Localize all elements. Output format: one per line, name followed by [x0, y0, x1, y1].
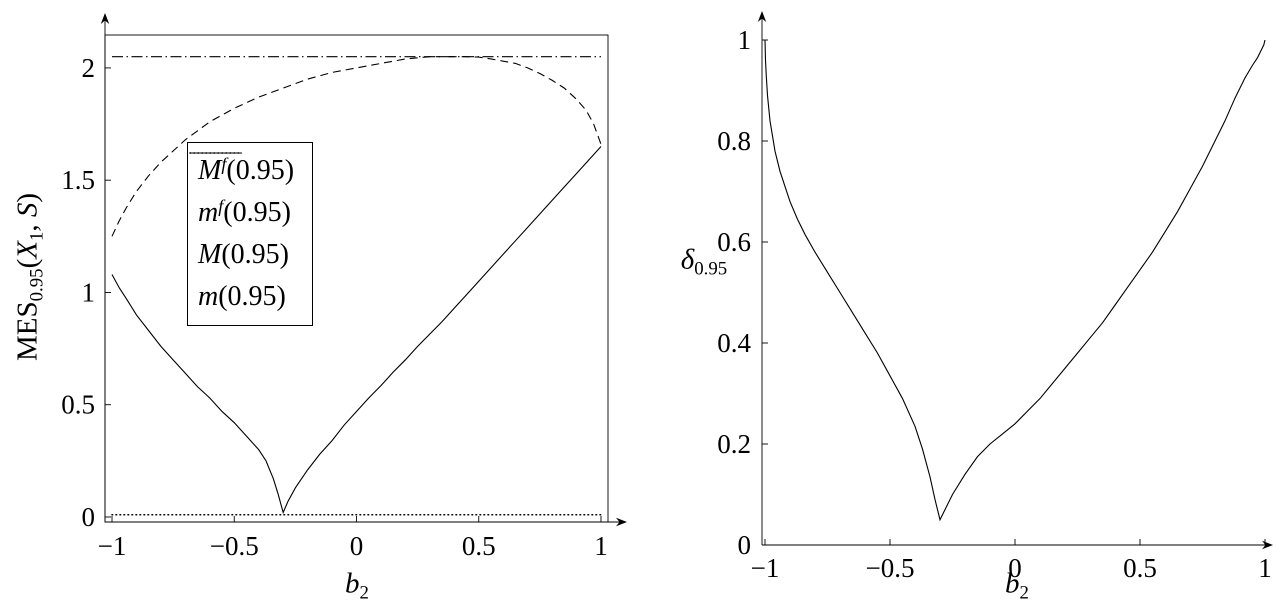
- x-tick-label: 0: [1008, 553, 1022, 583]
- legend-label: M(0.95): [198, 239, 289, 270]
- y-tick-label: 0: [738, 530, 752, 560]
- left-figure: −1 −0.5 0 0.5 1 0 0.5 1 1.5 2 MES0.95(X1, S) b2 M…: [11, 13, 627, 604]
- y-tick-label: 1: [738, 25, 752, 55]
- legend-line-sample: [189, 152, 243, 154]
- right-x-axis-label: b2: [1005, 567, 1029, 604]
- left-plot-canvas: −1 −0.5 0 0.5 1 0 0.5 1 1.5 2: [61, 13, 627, 561]
- x-tick-label: 0.5: [1123, 553, 1157, 583]
- legend-label: mf(0.95): [198, 196, 291, 229]
- tick-labels: −1 −0.5 0 0.5 1 0 0.5 1 1.5 2: [61, 53, 608, 561]
- series-group: [111, 56, 602, 516]
- y-tick-label: 0.6: [717, 227, 751, 257]
- x-tick-label: 0.5: [462, 531, 496, 561]
- x-tick-label: 1: [1258, 553, 1272, 583]
- series-solid: [764, 39, 1266, 522]
- legend-entry: M(0.95): [190, 152, 294, 276]
- right-plot-canvas: −1 −0.5 0 0.5 1 0 0.2 0.4 0.6 0.8 1: [717, 11, 1273, 583]
- x-tick-label: −1: [751, 553, 780, 583]
- legend-label: Mf(0.95): [198, 154, 295, 187]
- x-tick-label: 1: [594, 531, 608, 561]
- legend-entry: m(0.95): [189, 152, 294, 318]
- legend-label: m(0.95): [198, 281, 286, 312]
- x-tick-label: −0.5: [210, 531, 259, 561]
- y-axis-arrow: [100, 13, 110, 24]
- y-tick-label: 0.4: [717, 328, 751, 358]
- x-axis-arrow: [616, 517, 627, 527]
- y-tick-label: 2: [82, 53, 96, 83]
- y-tick-label: 0.5: [61, 390, 95, 420]
- ticks: [105, 67, 602, 522]
- series-group: [764, 39, 1266, 522]
- axes: [104, 20, 620, 523]
- left-x-axis-label: b2: [345, 567, 369, 604]
- series-solid: [111, 146, 602, 515]
- tick-labels: −1 −0.5 0 0.5 1 0 0.2 0.4 0.6 0.8 1: [717, 25, 1272, 583]
- y-tick-label: 1.5: [61, 165, 95, 195]
- legend: Mf(0.95) mf(0.95) M(0.95) m(0.95): [187, 142, 314, 326]
- left-y-axis-label: MES0.95(X1, S): [11, 192, 48, 362]
- y-tick-label: 0: [82, 502, 96, 532]
- series-dashed: [111, 56, 602, 237]
- x-tick-label: −0.5: [866, 553, 915, 583]
- axes: [761, 18, 1266, 546]
- x-tick-label: 0: [350, 531, 364, 561]
- y-tick-label: 0.2: [717, 429, 751, 459]
- right-y-axis-label: δ0.95: [680, 243, 728, 280]
- right-figure: −1 −0.5 0 0.5 1 0 0.2 0.4 0.6 0.8 1 δ0.95 b2: [640, 0, 1278, 612]
- legend-entry: Mf(0.95): [190, 150, 295, 192]
- y-tick-label: 1: [82, 277, 96, 307]
- ticks: [762, 39, 1266, 546]
- plot-frame: [104, 34, 609, 523]
- legend-entry: mf(0.95): [190, 152, 294, 234]
- x-tick-label: −1: [98, 531, 127, 561]
- y-tick-label: 0.8: [717, 126, 751, 156]
- y-axis-arrow: [757, 11, 767, 22]
